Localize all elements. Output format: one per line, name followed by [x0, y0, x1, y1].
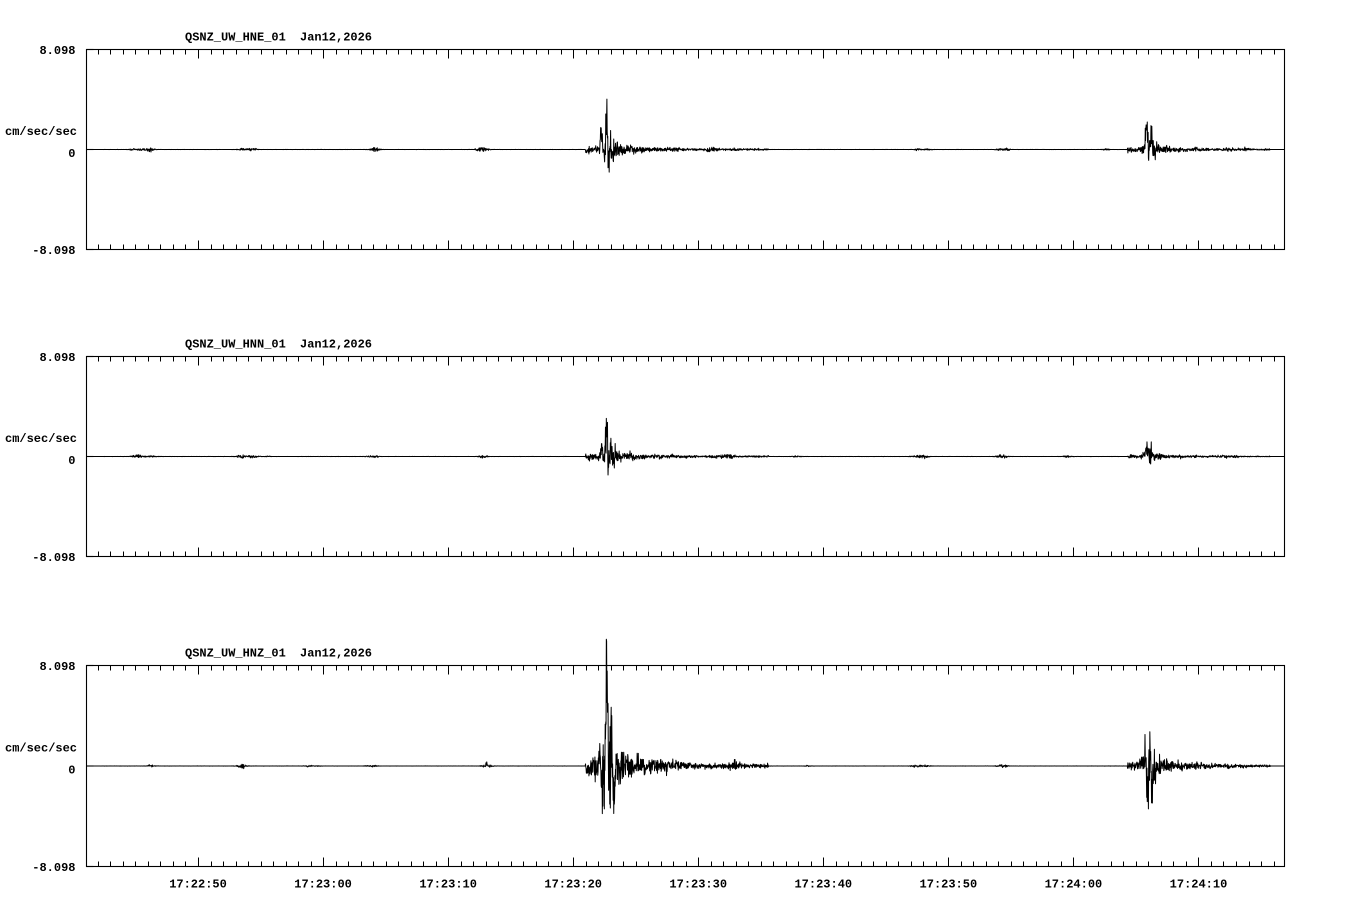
- svg-text:QSNZ_UW_HNN_01: QSNZ_UW_HNN_01: [185, 338, 286, 352]
- svg-text:0: 0: [68, 764, 75, 778]
- svg-text:Jan12,2026: Jan12,2026: [300, 338, 372, 352]
- svg-text:-8.098: -8.098: [32, 244, 75, 258]
- svg-text:8.098: 8.098: [39, 351, 75, 365]
- svg-text:17:23:00: 17:23:00: [294, 878, 352, 892]
- svg-text:17:23:50: 17:23:50: [920, 878, 978, 892]
- svg-text:0: 0: [68, 454, 75, 468]
- svg-text:QSNZ_UW_HNE_01: QSNZ_UW_HNE_01: [185, 31, 286, 45]
- svg-text:8.098: 8.098: [39, 44, 75, 58]
- svg-text:17:23:30: 17:23:30: [669, 878, 727, 892]
- svg-text:cm/sec/sec: cm/sec/sec: [5, 742, 77, 756]
- svg-text:17:22:50: 17:22:50: [169, 878, 227, 892]
- svg-text:17:24:10: 17:24:10: [1170, 878, 1228, 892]
- svg-text:17:23:10: 17:23:10: [419, 878, 477, 892]
- svg-text:-8.098: -8.098: [32, 861, 75, 875]
- svg-text:0: 0: [68, 147, 75, 161]
- svg-text:QSNZ_UW_HNZ_01: QSNZ_UW_HNZ_01: [185, 647, 286, 661]
- svg-text:17:23:20: 17:23:20: [544, 878, 602, 892]
- svg-text:cm/sec/sec: cm/sec/sec: [5, 432, 77, 446]
- svg-text:17:24:00: 17:24:00: [1045, 878, 1103, 892]
- svg-text:Jan12,2026: Jan12,2026: [300, 31, 372, 45]
- svg-text:cm/sec/sec: cm/sec/sec: [5, 125, 77, 139]
- svg-text:8.098: 8.098: [39, 660, 75, 674]
- svg-text:Jan12,2026: Jan12,2026: [300, 647, 372, 661]
- svg-text:-8.098: -8.098: [32, 551, 75, 565]
- svg-text:17:23:40: 17:23:40: [794, 878, 852, 892]
